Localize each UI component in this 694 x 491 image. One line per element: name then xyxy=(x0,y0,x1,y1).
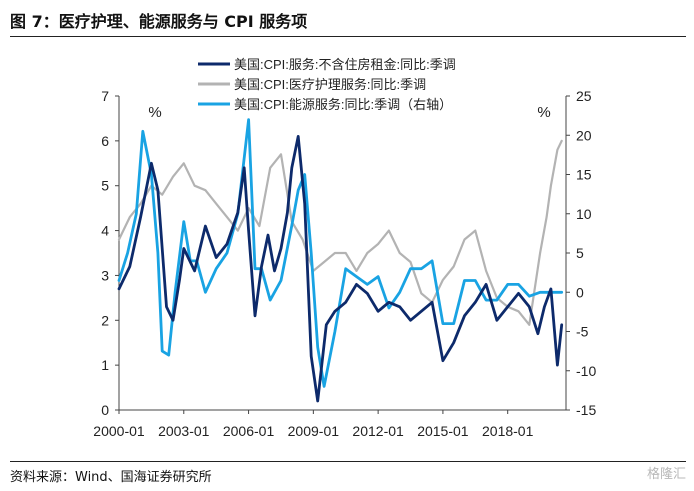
title-divider xyxy=(10,36,686,37)
x-tick-label: 2003-01 xyxy=(158,423,210,439)
right-tick-label: 15 xyxy=(576,167,592,183)
source-divider xyxy=(10,461,686,462)
x-tick-label: 2000-01 xyxy=(93,423,145,439)
chart-title: 图 7：医疗护理、能源服务与 CPI 服务项 xyxy=(10,12,308,31)
right-axis-unit: % xyxy=(537,104,550,121)
legend-label-1: 美国:CPI:医疗护理服务:同比:季调 xyxy=(234,77,426,92)
left-tick-label: 1 xyxy=(101,357,109,373)
legend: 美国:CPI:服务:不含住房租金:同比:季调美国:CPI:医疗护理服务:同比:季… xyxy=(198,57,456,112)
left-tick-label: 7 xyxy=(101,88,109,104)
x-axis: 2000-01 2003-01 2006-01 2009-01 2012-01 2015-… xyxy=(93,409,566,439)
right-y-axis: -15 -10 -5 0 5 10 15 20 25% xyxy=(537,88,596,418)
left-tick-label: 2 xyxy=(101,312,109,328)
series-line-0 xyxy=(117,134,564,403)
x-tick-label: 2009-01 xyxy=(288,423,340,439)
x-tick-label: 2018-01 xyxy=(482,423,534,439)
source-note: 资料来源：Wind、国海证券研究所 xyxy=(10,470,212,485)
right-tick-label: 20 xyxy=(576,127,592,143)
left-tick-label: 3 xyxy=(101,267,109,283)
left-tick-label: 5 xyxy=(101,178,109,194)
left-tick-label: 4 xyxy=(101,223,109,239)
right-tick-label: -5 xyxy=(576,324,589,340)
right-tick-label: 5 xyxy=(576,245,584,261)
right-tick-label: 0 xyxy=(576,284,584,300)
right-tick-label: 25 xyxy=(576,88,592,104)
series-line-2 xyxy=(117,118,564,388)
x-tick-label: 2012-01 xyxy=(352,423,404,439)
right-tick-label: -10 xyxy=(576,363,596,379)
right-tick-label: -15 xyxy=(576,402,596,418)
left-tick-label: 6 xyxy=(101,133,109,149)
series-line-1 xyxy=(117,139,563,326)
legend-label-0: 美国:CPI:服务:不含住房租金:同比:季调 xyxy=(234,57,456,72)
series-layer xyxy=(117,118,564,403)
x-tick-label: 2015-01 xyxy=(417,423,469,439)
left-tick-label: 0 xyxy=(101,402,109,418)
watermark: 格隆汇 xyxy=(646,467,686,482)
left-y-axis: 0 1 2 3 4 5 6 7% xyxy=(101,88,161,418)
right-tick-label: 10 xyxy=(576,206,592,222)
left-axis-unit: % xyxy=(148,104,161,121)
legend-label-2: 美国:CPI:能源服务:同比:季调（右轴） xyxy=(234,97,452,112)
x-tick-label: 2006-01 xyxy=(223,423,275,439)
